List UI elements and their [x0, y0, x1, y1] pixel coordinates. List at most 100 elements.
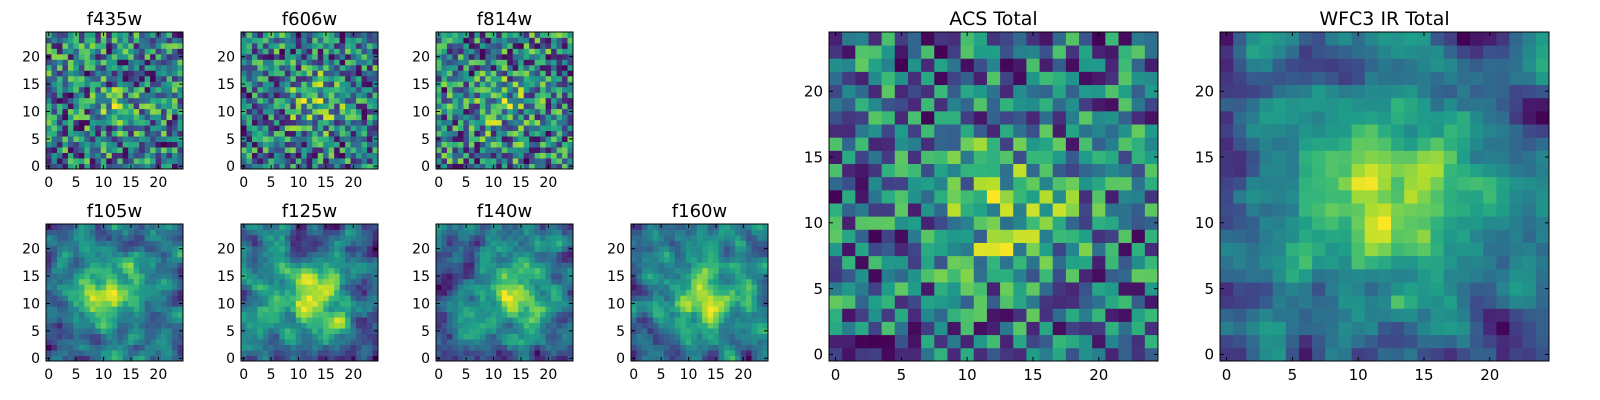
heatmap-cell	[89, 289, 96, 296]
heatmap-cell	[729, 350, 736, 356]
heatmap-cell	[674, 267, 681, 274]
heatmap-cell	[647, 311, 654, 318]
heatmap-cell	[1065, 203, 1080, 217]
heatmap-cell	[567, 125, 574, 132]
heatmap-cell	[507, 92, 514, 99]
heatmap-cell	[468, 245, 475, 252]
heatmap-cell	[485, 152, 492, 159]
heatmap-cell	[441, 53, 448, 60]
heatmap-cell	[301, 136, 308, 142]
heatmap-cell	[669, 344, 676, 351]
heatmap-cell	[842, 308, 856, 322]
heatmap-cell	[868, 189, 883, 204]
heatmap-cell	[273, 317, 280, 324]
heatmap-cell	[361, 229, 368, 236]
heatmap-cell	[457, 251, 464, 258]
heatmap-cell	[84, 300, 91, 307]
x-tick-label: 0	[44, 175, 53, 191]
heatmap-cell	[290, 273, 297, 280]
heatmap-cell	[268, 37, 275, 44]
heatmap-cell	[301, 141, 308, 148]
heatmap-cell	[562, 339, 568, 345]
heatmap-cell	[246, 53, 253, 60]
heatmap-cell	[947, 242, 961, 257]
heatmap-cell	[279, 152, 286, 159]
heatmap-cell	[128, 108, 135, 115]
heatmap-cell	[323, 136, 330, 142]
heatmap-cell	[501, 339, 508, 345]
heatmap-cell	[312, 141, 319, 148]
heatmap-cell	[111, 339, 118, 345]
heatmap-cell	[746, 234, 752, 241]
heatmap-cell	[441, 262, 448, 269]
heatmap-cell	[350, 136, 357, 142]
heatmap-cell	[562, 86, 568, 93]
heatmap-cell	[540, 103, 546, 110]
heatmap-cell	[84, 147, 91, 153]
heatmap-cell	[501, 267, 508, 274]
heatmap-cell	[345, 278, 351, 285]
heatmap-cell	[73, 284, 80, 291]
heatmap-cell	[436, 158, 442, 164]
heatmap-cell	[507, 355, 514, 362]
heatmap-cell	[479, 92, 486, 99]
heatmap-cell	[150, 70, 156, 77]
heatmap-cell	[551, 328, 557, 334]
heatmap-cell	[172, 267, 178, 274]
heatmap-cell	[334, 322, 341, 329]
heatmap-cell	[144, 32, 151, 38]
heatmap-cell	[295, 234, 302, 241]
heatmap-cell	[345, 328, 351, 334]
heatmap-cell	[718, 328, 725, 334]
heatmap-cell	[273, 328, 280, 334]
heatmap-cell	[295, 141, 302, 148]
heatmap-cell	[350, 97, 357, 104]
heatmap-cell	[452, 224, 459, 230]
heatmap-cell	[567, 86, 574, 93]
heatmap-cell	[295, 158, 302, 164]
heatmap-cell	[746, 311, 752, 318]
heatmap-cell	[84, 141, 91, 148]
heatmap-cell	[735, 229, 741, 236]
heatmap-cell	[56, 262, 63, 269]
heatmap-cell	[46, 344, 52, 351]
heatmap-cell	[301, 59, 308, 66]
heatmap-cell	[251, 278, 258, 285]
heatmap-cell	[56, 295, 63, 302]
heatmap-cell	[84, 295, 91, 302]
heatmap-cell	[78, 251, 85, 258]
heatmap-cell	[1118, 321, 1133, 336]
heatmap-cell	[718, 289, 725, 296]
heatmap-cell	[279, 355, 286, 362]
heatmap-cell	[166, 64, 173, 71]
heatmap-cell	[446, 152, 453, 159]
heatmap-cell	[468, 278, 475, 285]
heatmap-cell	[323, 53, 330, 60]
heatmap-cell	[446, 284, 453, 291]
heatmap-cell	[100, 333, 107, 340]
heatmap-cell	[350, 130, 357, 137]
heatmap-cell	[452, 311, 459, 318]
heatmap-cell	[485, 339, 492, 345]
heatmap-cell	[133, 152, 140, 159]
heatmap-cell	[512, 125, 519, 132]
heatmap-cell	[356, 103, 362, 110]
heatmap-cell	[463, 70, 470, 77]
heatmap-cell	[51, 256, 58, 263]
heatmap-cell	[691, 311, 698, 318]
heatmap-cell	[501, 86, 508, 93]
heatmap-cell	[84, 114, 91, 121]
heatmap-cell	[740, 289, 747, 296]
heatmap-cell	[507, 64, 514, 71]
heatmap-cell	[540, 284, 546, 291]
heatmap-cell	[345, 158, 351, 164]
heatmap-cell	[735, 267, 741, 274]
heatmap-cell	[78, 262, 85, 269]
heatmap-cell	[268, 48, 275, 55]
heatmap-cell	[652, 256, 659, 263]
heatmap-cell	[73, 267, 80, 274]
heatmap-cell	[545, 322, 552, 329]
axes-frame	[630, 223, 769, 362]
heatmap-cell	[762, 240, 769, 247]
heatmap-cell	[523, 130, 530, 137]
